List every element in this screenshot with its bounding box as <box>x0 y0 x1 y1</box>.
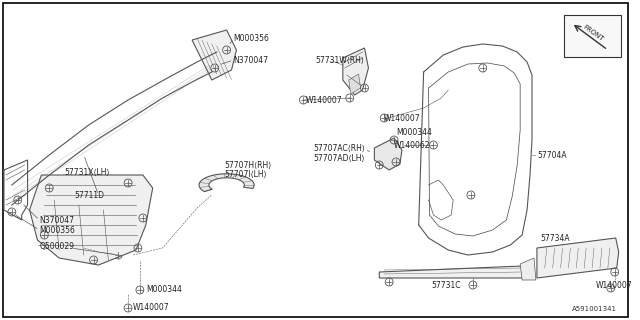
Text: 57731W⟨RH⟩: 57731W⟨RH⟩ <box>316 55 364 65</box>
Text: 57707AD⟨LH⟩: 57707AD⟨LH⟩ <box>313 154 365 163</box>
Polygon shape <box>520 258 536 280</box>
Text: 57711D: 57711D <box>74 190 104 199</box>
Text: W140007: W140007 <box>305 95 342 105</box>
Text: FRONT: FRONT <box>582 24 604 42</box>
Text: M000344: M000344 <box>396 127 432 137</box>
Text: 57707AC⟨RH⟩: 57707AC⟨RH⟩ <box>313 143 365 153</box>
Text: 57707I⟨LH⟩: 57707I⟨LH⟩ <box>225 170 268 179</box>
Polygon shape <box>29 175 153 265</box>
Text: A591001341: A591001341 <box>572 306 617 312</box>
Polygon shape <box>192 30 236 80</box>
Polygon shape <box>199 174 254 192</box>
Text: W140007: W140007 <box>596 281 633 290</box>
Text: 57707H⟨RH⟩: 57707H⟨RH⟩ <box>225 161 272 170</box>
Polygon shape <box>537 238 619 278</box>
Text: Q500029: Q500029 <box>40 242 74 251</box>
Text: W140007: W140007 <box>384 114 421 123</box>
Polygon shape <box>374 138 402 170</box>
Text: M000344: M000344 <box>146 285 182 294</box>
Polygon shape <box>380 266 532 278</box>
Polygon shape <box>349 74 360 94</box>
Text: W140062: W140062 <box>394 140 431 149</box>
Text: 57704A: 57704A <box>537 150 566 159</box>
Text: 57734A: 57734A <box>540 234 570 243</box>
Text: 57731C: 57731C <box>431 281 461 290</box>
Text: M000356: M000356 <box>40 226 76 235</box>
Polygon shape <box>343 48 369 95</box>
Text: W140007: W140007 <box>133 303 170 313</box>
Bar <box>563 15 621 57</box>
Text: M000356: M000356 <box>234 34 269 43</box>
Text: N370047: N370047 <box>40 215 74 225</box>
Text: N370047: N370047 <box>234 55 269 65</box>
Text: 57731X⟨LH⟩: 57731X⟨LH⟩ <box>64 167 109 177</box>
